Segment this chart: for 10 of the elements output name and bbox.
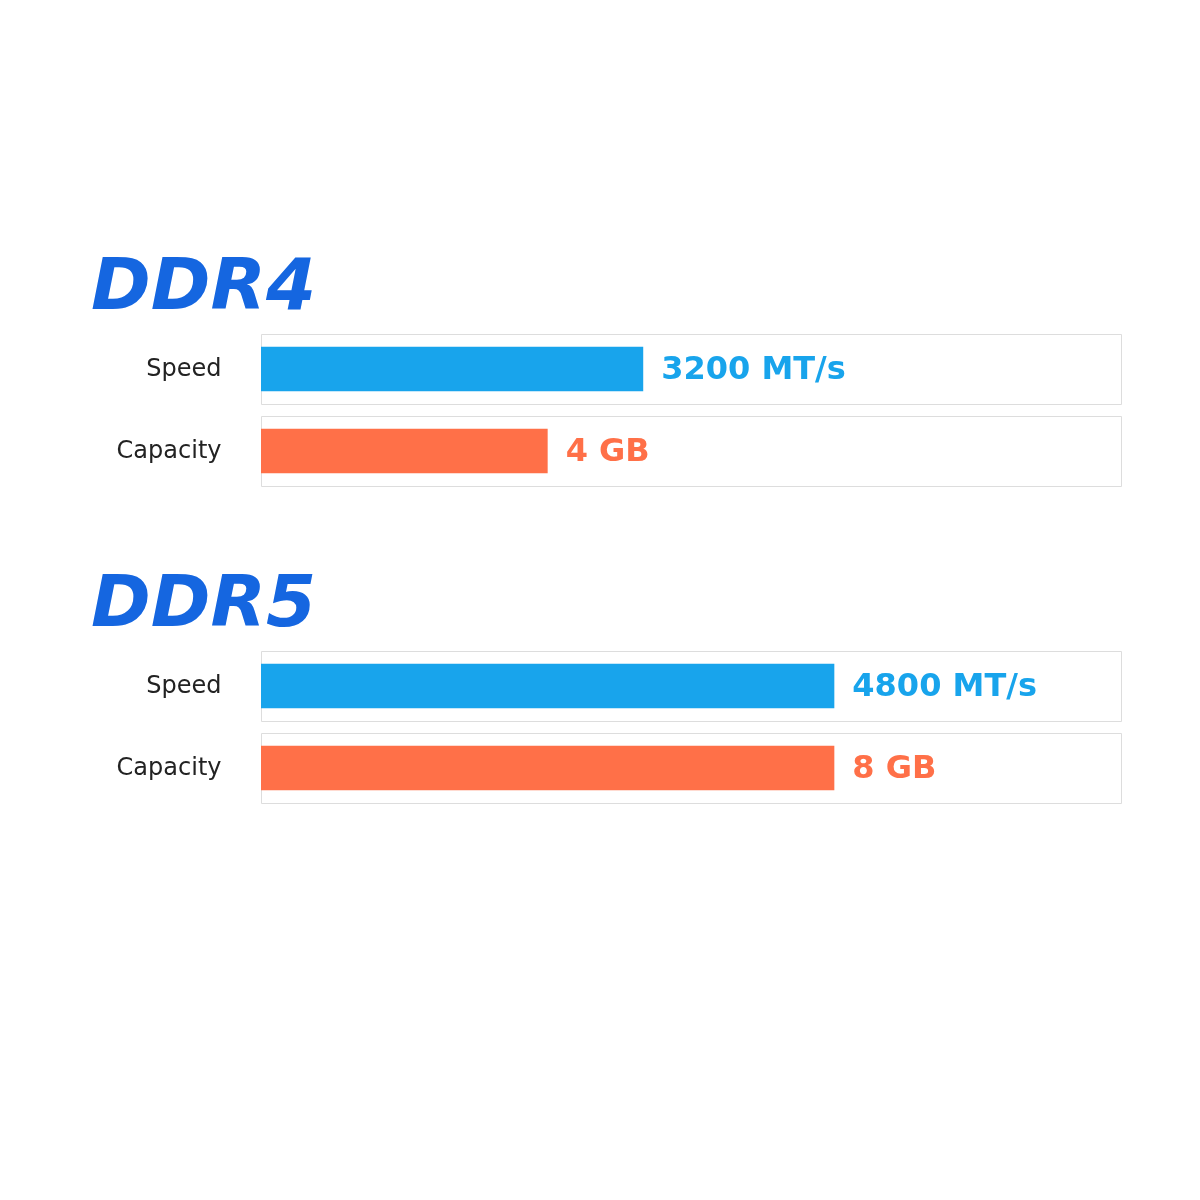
data-label: 4800 MT/s <box>852 666 1037 704</box>
y-tick-label: Capacity <box>116 753 222 781</box>
chart-title: DDR5 <box>91 559 317 643</box>
y-tick-label: Speed <box>146 671 222 699</box>
data-label: 4 GB <box>565 431 650 469</box>
data-label: 8 GB <box>852 748 937 786</box>
chart-title: DDR4 <box>91 242 317 326</box>
y-tick-label: Capacity <box>116 436 222 464</box>
y-tick-label: Speed <box>146 354 222 382</box>
data-label: 3200 MT/s <box>661 349 846 387</box>
